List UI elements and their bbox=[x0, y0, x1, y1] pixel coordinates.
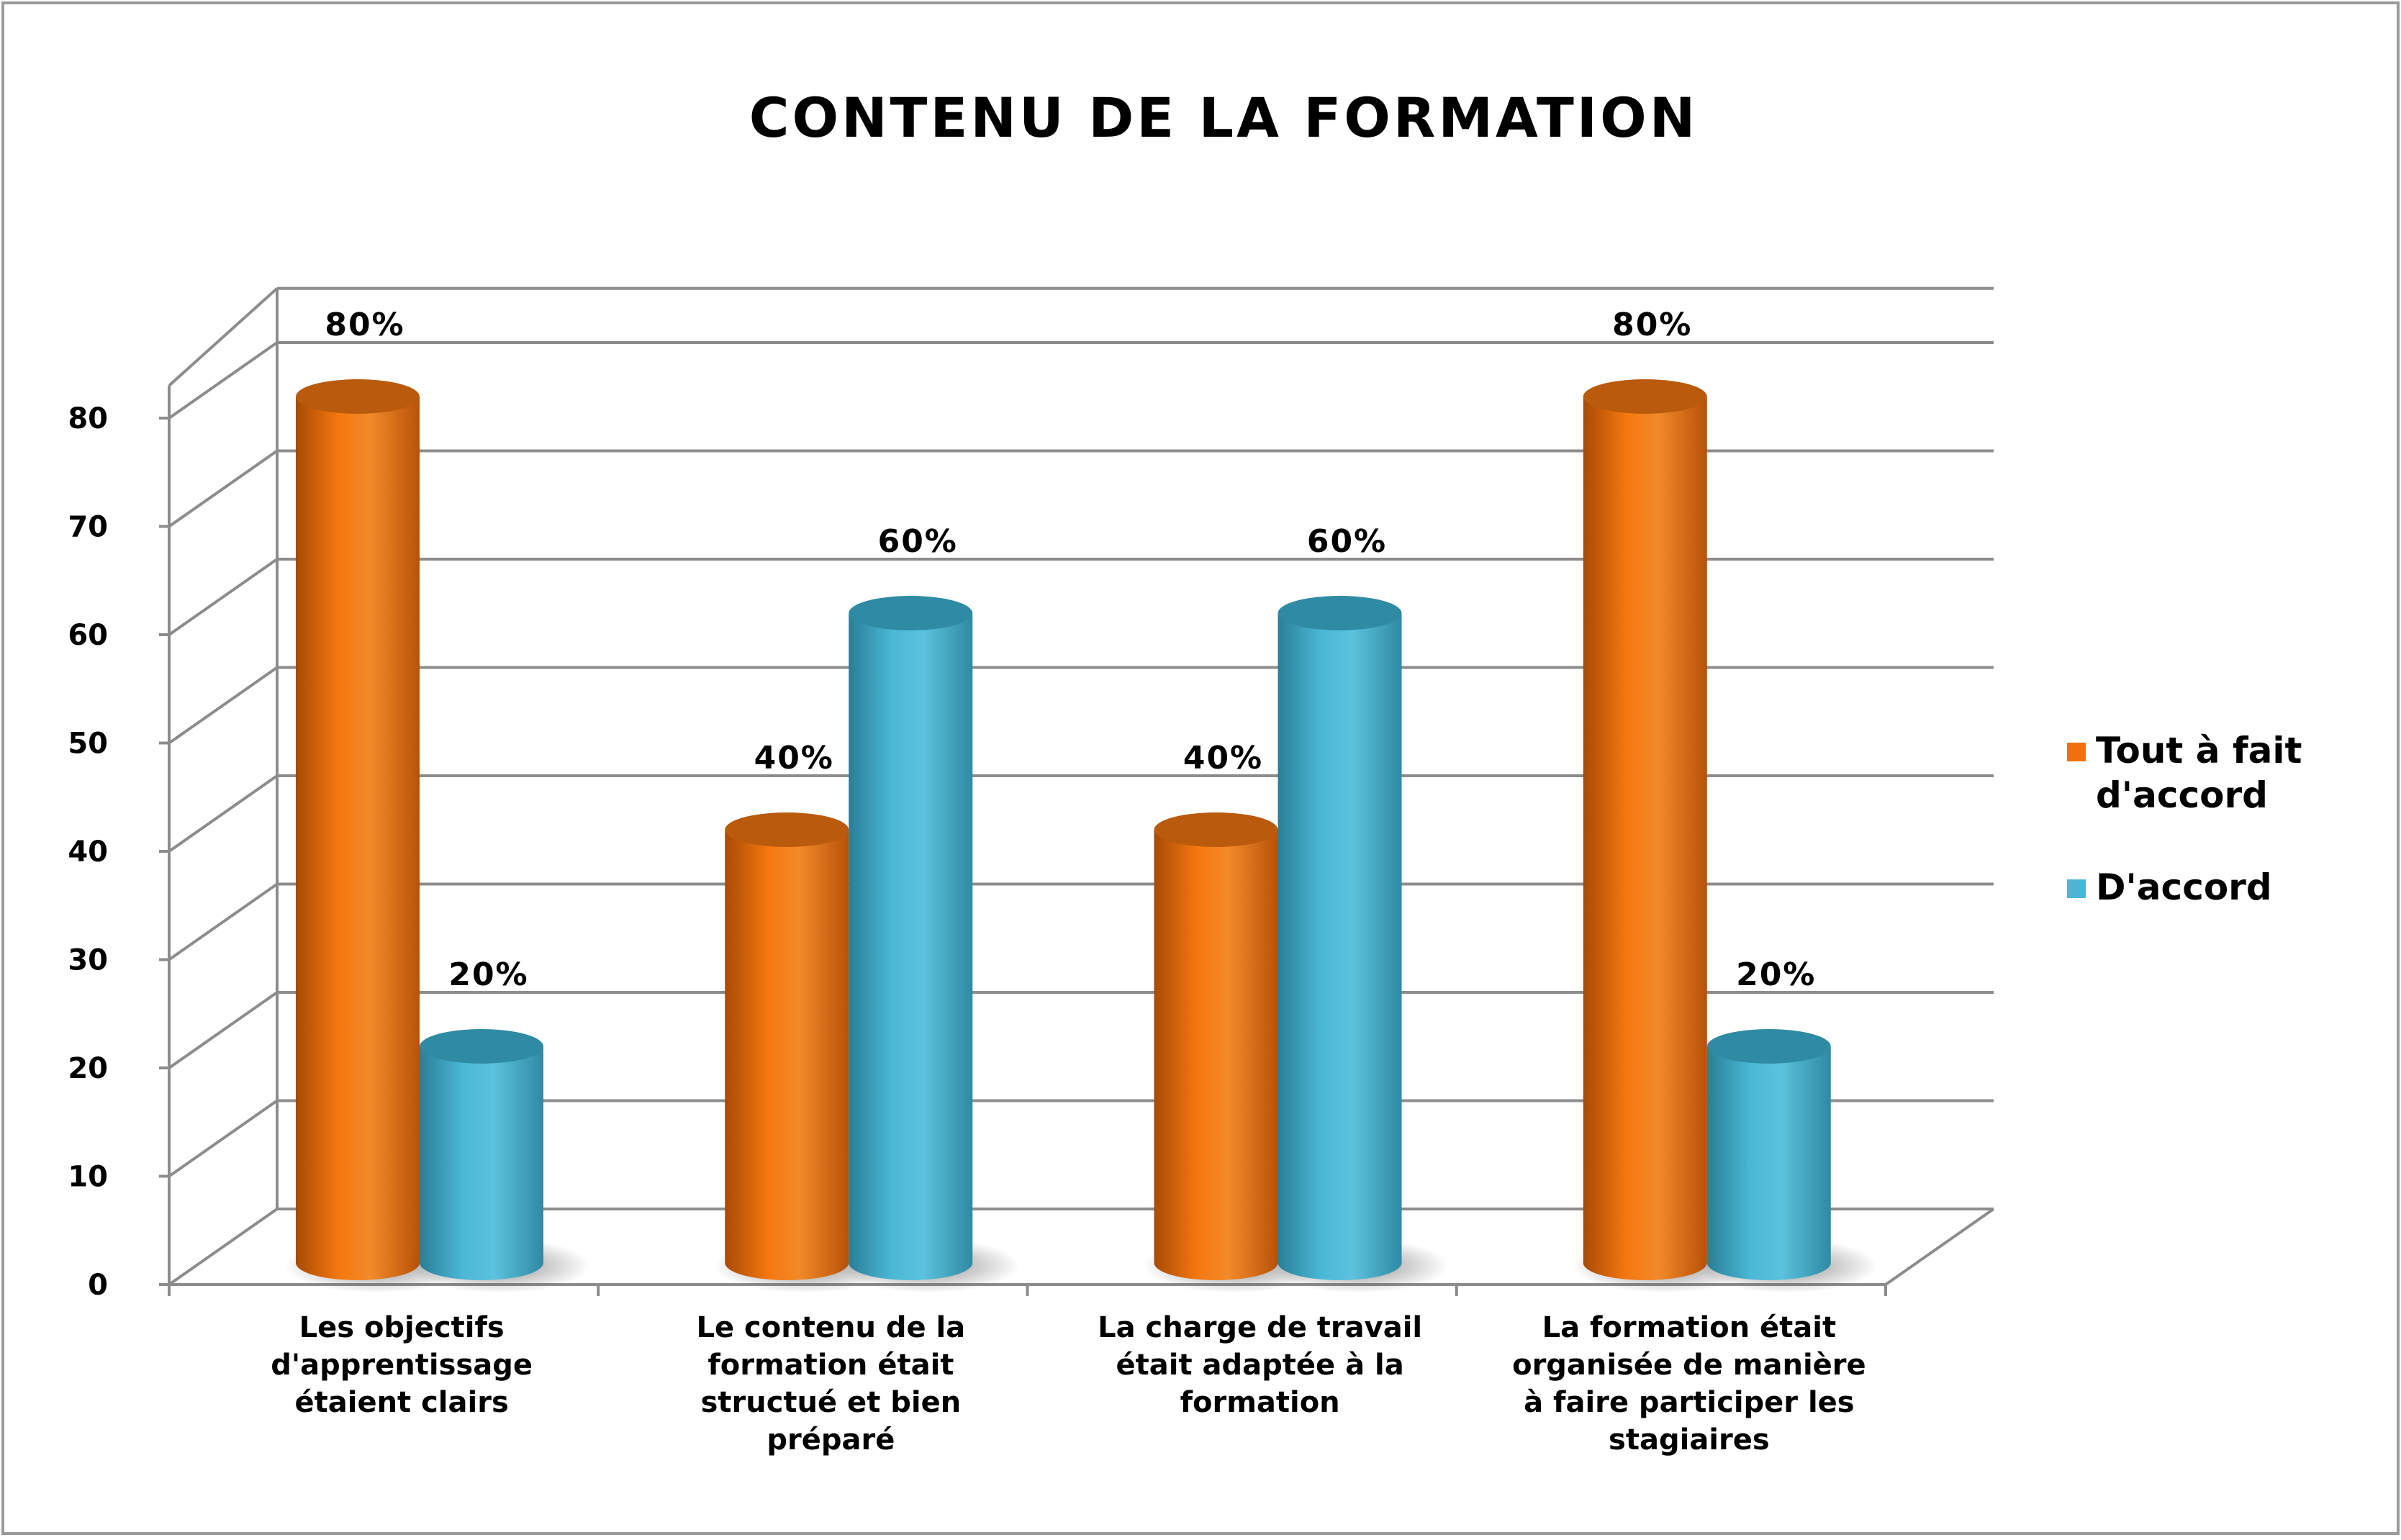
bar-body bbox=[1278, 613, 1402, 1280]
bar-top bbox=[725, 812, 849, 847]
y-tick-label: 60 bbox=[68, 619, 108, 652]
data-label: 80% bbox=[325, 307, 404, 343]
data-label: 80% bbox=[1612, 307, 1692, 343]
data-labels: 80% 20% 40% 60% 40% 60% 80% 20% bbox=[325, 307, 1816, 993]
bar-body bbox=[296, 397, 420, 1280]
bar-body bbox=[1706, 1046, 1831, 1280]
gridline-side bbox=[168, 287, 279, 387]
y-tick-label: 30 bbox=[68, 944, 108, 977]
bar bbox=[838, 596, 1020, 1293]
bar-body bbox=[1154, 830, 1278, 1280]
category-label: La charge de travail était adaptée à la fo… bbox=[1098, 1311, 1422, 1419]
gridline-side bbox=[168, 882, 279, 961]
gridline-side bbox=[168, 666, 279, 745]
bar-top bbox=[420, 1029, 543, 1064]
gridline-side bbox=[168, 341, 279, 420]
floor-side-edge bbox=[1884, 1208, 1995, 1286]
bar-top bbox=[1278, 596, 1402, 630]
gridline-side bbox=[168, 991, 279, 1069]
gridline-side bbox=[168, 558, 279, 636]
bars bbox=[285, 379, 1878, 1293]
legend-label: Tout à fait d'accord bbox=[2096, 730, 2302, 816]
data-label: 60% bbox=[1307, 523, 1387, 560]
gridline-side bbox=[168, 449, 279, 528]
category-label: Le contenu de la formation était structué … bbox=[697, 1311, 966, 1457]
y-tick-label: 10 bbox=[68, 1161, 108, 1194]
data-label: 40% bbox=[754, 740, 834, 776]
bar-body bbox=[420, 1046, 543, 1280]
gridline-side bbox=[168, 1099, 279, 1178]
gridline-side bbox=[168, 1208, 279, 1286]
bar bbox=[1267, 596, 1449, 1293]
bar bbox=[409, 1029, 590, 1293]
data-label: 40% bbox=[1183, 740, 1263, 776]
bar bbox=[1696, 1029, 1878, 1293]
data-label: 60% bbox=[878, 523, 958, 560]
y-tick-label: 70 bbox=[68, 511, 108, 544]
y-tick-label: 80 bbox=[68, 402, 108, 435]
bar-top bbox=[296, 379, 420, 414]
gridline-side bbox=[168, 774, 279, 853]
legend: Tout à fait d'accord D'accord bbox=[2067, 730, 2302, 908]
bar-body bbox=[1583, 397, 1707, 1280]
y-tick-label: 20 bbox=[68, 1052, 108, 1085]
bar-top bbox=[1154, 812, 1278, 847]
chart-title: CONTENU DE LA FORMATION bbox=[749, 86, 1699, 150]
category-label: Les objectifs d'apprentissage étaient clai… bbox=[271, 1311, 533, 1419]
gridlines bbox=[168, 286, 1994, 1286]
y-tick-label: 50 bbox=[68, 728, 108, 761]
y-tick-label: 40 bbox=[68, 835, 108, 869]
legend-swatch bbox=[2067, 743, 2086, 761]
bar-body bbox=[725, 830, 849, 1280]
y-tick-label: 0 bbox=[88, 1269, 108, 1302]
data-label: 20% bbox=[448, 956, 528, 993]
bar-top bbox=[849, 596, 973, 630]
bar-top bbox=[1583, 379, 1707, 414]
legend-label: D'accord bbox=[2096, 866, 2272, 908]
legend-swatch bbox=[2067, 879, 2086, 898]
bar-top bbox=[1706, 1029, 1831, 1064]
bar-body bbox=[849, 613, 973, 1280]
category-labels: Les objectifs d'apprentissage étaient clai… bbox=[271, 1311, 1866, 1457]
data-label: 20% bbox=[1736, 956, 1816, 993]
category-label: La formation était organisée de manière à … bbox=[1512, 1311, 1866, 1457]
